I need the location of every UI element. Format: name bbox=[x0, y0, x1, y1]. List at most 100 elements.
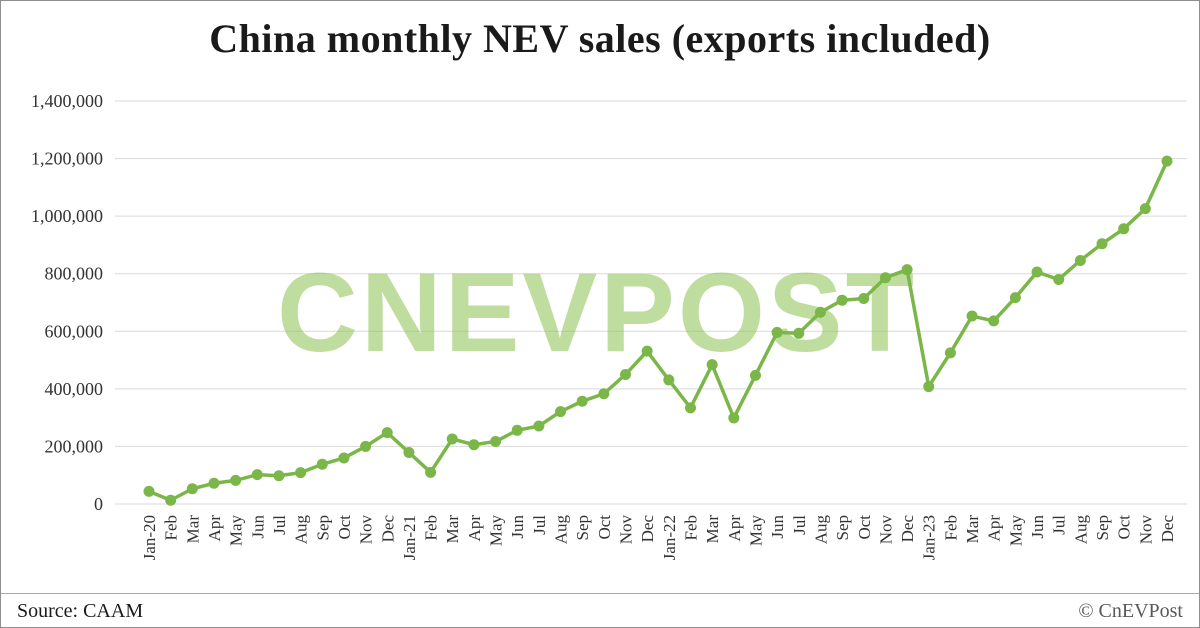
x-tick-label: Mar bbox=[703, 515, 722, 544]
x-tick-label: Jun bbox=[768, 515, 787, 539]
x-tick-label: Aug bbox=[811, 515, 830, 545]
x-tick-label: Feb bbox=[681, 515, 700, 541]
x-tick-label: Mar bbox=[443, 515, 462, 544]
x-tick-label: Oct bbox=[1115, 515, 1134, 540]
data-point bbox=[273, 470, 285, 482]
data-point bbox=[793, 327, 805, 339]
x-tick-label: May bbox=[746, 515, 765, 547]
x-tick-label: May bbox=[227, 515, 246, 547]
gridlines bbox=[115, 100, 1187, 505]
x-tick-label: Oct bbox=[855, 515, 874, 540]
y-tick-label: 200,000 bbox=[45, 436, 104, 456]
x-tick-label: Oct bbox=[595, 515, 614, 540]
data-point bbox=[555, 406, 567, 418]
data-point bbox=[143, 485, 155, 497]
data-point bbox=[533, 420, 545, 432]
data-point bbox=[598, 388, 610, 400]
x-tick-label: Jan-20 bbox=[140, 515, 159, 560]
data-point bbox=[381, 427, 393, 439]
y-tick-label: 600,000 bbox=[45, 321, 104, 341]
data-point bbox=[966, 310, 978, 322]
data-point bbox=[641, 345, 653, 357]
y-tick-label: 800,000 bbox=[45, 264, 104, 284]
data-point bbox=[901, 264, 913, 276]
y-tick-label: 1,000,000 bbox=[31, 206, 103, 226]
data-point bbox=[836, 294, 848, 306]
data-point bbox=[338, 452, 350, 464]
source-label: Source: CAAM bbox=[17, 600, 144, 622]
x-tick-label: Jul bbox=[270, 515, 289, 535]
x-tick-label: Nov bbox=[617, 515, 636, 545]
y-tick-label: 1,200,000 bbox=[31, 149, 103, 169]
data-point bbox=[620, 368, 632, 380]
x-tick-label: Feb bbox=[162, 515, 181, 541]
data-point bbox=[1118, 223, 1130, 235]
x-tick-label: Nov bbox=[876, 515, 895, 545]
x-tick-label: Oct bbox=[335, 515, 354, 540]
data-point bbox=[490, 436, 502, 448]
x-tick-label: Jan-23 bbox=[920, 515, 939, 560]
data-point bbox=[446, 433, 458, 445]
x-tick-label: Feb bbox=[941, 515, 960, 541]
data-point bbox=[403, 446, 415, 458]
x-tick-label: Aug bbox=[552, 515, 571, 545]
x-tick-label: Jan-22 bbox=[660, 515, 679, 560]
watermark: CNEVPOST bbox=[277, 250, 917, 375]
data-point bbox=[663, 374, 675, 386]
data-point bbox=[1096, 238, 1108, 250]
x-tick-label: Jul bbox=[530, 515, 549, 535]
data-point bbox=[165, 494, 177, 506]
x-tick-label: Jul bbox=[1050, 515, 1069, 535]
data-point bbox=[1074, 254, 1086, 266]
data-point bbox=[425, 466, 437, 478]
chart-title: China monthly NEV sales (exports include… bbox=[209, 16, 991, 61]
x-tick-label: Jun bbox=[1028, 515, 1047, 539]
data-point bbox=[1053, 273, 1065, 285]
x-tick-label: Feb bbox=[422, 515, 441, 541]
x-tick-label: Apr bbox=[725, 515, 744, 542]
data-point bbox=[814, 306, 826, 318]
x-tick-label: Nov bbox=[357, 515, 376, 545]
x-tick-label: Mar bbox=[183, 515, 202, 544]
data-point bbox=[576, 395, 588, 407]
x-tick-label: Aug bbox=[292, 515, 311, 545]
y-tick-label: 1,400,000 bbox=[31, 91, 103, 111]
y-tick-label: 0 bbox=[94, 494, 103, 514]
x-axis-labels: Jan-20 Feb Mar Apr May Jun Jul Aug Sep Oct Nov Dec J… bbox=[140, 515, 1177, 561]
data-point bbox=[728, 412, 740, 424]
y-axis-labels: 0 200,000 400,000 600,000 800,000 1,000,000 1,… bbox=[31, 91, 103, 514]
data-point bbox=[988, 315, 1000, 327]
x-tick-label: Nov bbox=[1136, 515, 1155, 545]
data-point bbox=[706, 359, 718, 371]
data-point bbox=[923, 381, 935, 393]
x-tick-label: Dec bbox=[378, 515, 397, 543]
data-point bbox=[858, 292, 870, 304]
data-point bbox=[684, 402, 696, 414]
data-point bbox=[771, 326, 783, 338]
data-series bbox=[143, 155, 1173, 506]
data-point bbox=[1139, 203, 1151, 215]
data-point bbox=[208, 477, 220, 489]
x-tick-label: Jun bbox=[248, 515, 267, 539]
data-point bbox=[879, 272, 891, 284]
data-point bbox=[944, 347, 956, 359]
x-tick-label: Apr bbox=[465, 515, 484, 542]
data-point bbox=[186, 483, 198, 495]
data-point bbox=[468, 439, 480, 451]
data-point bbox=[1009, 292, 1021, 304]
x-tick-label: May bbox=[1006, 515, 1025, 547]
x-tick-label: Dec bbox=[638, 515, 657, 543]
footer-divider bbox=[1, 593, 1199, 594]
x-tick-label: Dec bbox=[898, 515, 917, 543]
x-tick-label: Dec bbox=[1158, 515, 1177, 543]
x-tick-label: Jul bbox=[790, 515, 809, 535]
x-tick-label: Apr bbox=[985, 515, 1004, 542]
y-tick-label: 400,000 bbox=[45, 379, 104, 399]
x-tick-label: Sep bbox=[313, 515, 332, 541]
data-point bbox=[360, 440, 372, 452]
x-tick-label: Jun bbox=[508, 515, 527, 539]
data-point bbox=[230, 474, 242, 486]
x-tick-label: Apr bbox=[205, 515, 224, 542]
